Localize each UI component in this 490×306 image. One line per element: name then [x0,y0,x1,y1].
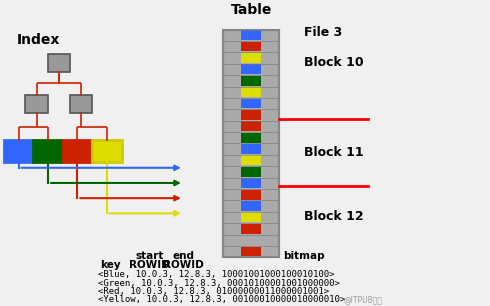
Text: Block 10: Block 10 [304,57,364,69]
Bar [241,190,261,200]
FancyBboxPatch shape [70,95,92,113]
Text: <Green, 10.0.3, 12.8.3, 00010100001001000000>: <Green, 10.0.3, 12.8.3, 0001010000100100… [98,279,340,288]
Text: bitmap: bitmap [283,251,324,261]
Bar [241,30,261,40]
FancyBboxPatch shape [4,140,33,162]
Text: File 3: File 3 [304,26,342,39]
Bar [241,99,261,108]
Text: <Red, 10.0.3, 12.8.3, 01000000011000001001>: <Red, 10.0.3, 12.8.3, 010000000110000010… [98,287,329,296]
Bar [241,212,261,222]
Bar [241,121,261,131]
Text: end: end [173,251,195,261]
Text: Block 11: Block 11 [304,146,364,159]
Bar [241,178,261,188]
Text: ROWID: ROWID [163,260,204,270]
FancyBboxPatch shape [223,30,279,257]
Bar [241,76,261,86]
Text: Index: Index [17,33,61,47]
Bar [241,87,261,97]
Text: @ITPUB博客: @ITPUB博客 [343,296,382,304]
Bar [241,201,261,211]
FancyBboxPatch shape [25,95,48,113]
FancyBboxPatch shape [33,140,63,162]
Bar [241,247,261,256]
Text: key: key [100,260,121,270]
Bar [241,133,261,143]
Text: Block 12: Block 12 [304,210,364,223]
Bar [241,167,261,177]
FancyBboxPatch shape [63,140,92,162]
Bar [241,224,261,234]
Bar [241,64,261,74]
Text: start: start [135,251,164,261]
Text: <Blue, 10.0.3, 12.8.3, 10001001000100010100>: <Blue, 10.0.3, 12.8.3, 10001001000100010… [98,270,335,279]
Bar [241,42,261,51]
Text: ROWID: ROWID [129,260,170,270]
FancyBboxPatch shape [92,140,122,162]
Bar [241,144,261,154]
Text: Table: Table [230,3,272,17]
Bar [241,155,261,165]
FancyBboxPatch shape [48,54,70,72]
Bar [241,53,261,63]
Bar [241,110,261,120]
Text: <Yellow, 10.0.3, 12.8.3, 00100010000010000010>: <Yellow, 10.0.3, 12.8.3, 001000100000100… [98,295,345,304]
